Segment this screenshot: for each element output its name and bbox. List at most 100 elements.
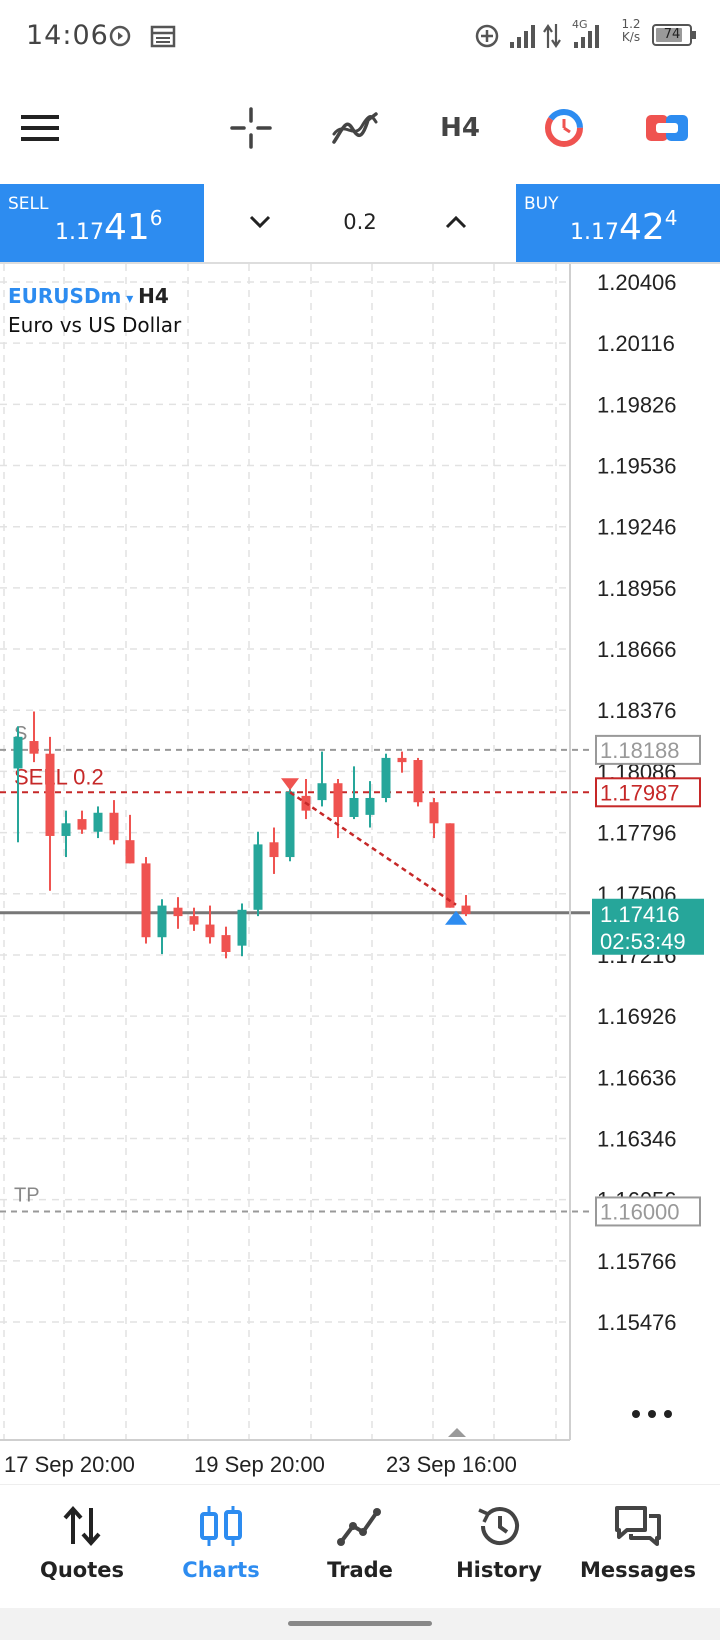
buy-price: 1.17424 [570,206,678,248]
crosshair-icon[interactable] [221,100,281,156]
symbol-name: EURUSDm [8,284,122,308]
candle-body [141,863,151,938]
y-tick-label: 1.20116 [597,331,675,356]
candle-body [349,797,359,817]
gesture-handle[interactable] [288,1621,432,1626]
y-tick-label: 1.15766 [597,1249,677,1274]
battery-icon: 74 [652,24,696,46]
x-tick-label: 23 Sep 16:00 [386,1452,517,1477]
countdown: 02:53:49 [600,929,686,954]
candle-body [13,736,23,769]
bottom-nav [0,1484,720,1609]
panel-divider [0,262,720,264]
trade-connector [289,791,457,906]
network-type: 4G [572,18,588,31]
x-tick-label: 17 Sep 20:00 [4,1452,135,1477]
candle-body [29,741,39,754]
signal-icon-2 [574,25,599,48]
nav-history[interactable]: History [439,1496,559,1596]
candle-body [285,791,295,858]
chart-symbol[interactable]: EURUSDm ▾ H4 [8,284,169,308]
hamburger-menu-icon[interactable] [10,100,70,156]
x-tick-label: 19 Sep 20:00 [194,1452,325,1477]
tp-label: TP [14,1184,40,1206]
candle-body [461,905,471,915]
y-tick-label: 1.16346 [597,1126,677,1151]
tp-badge [595,1196,701,1227]
net-speed: 1.2 K/s [621,17,641,44]
nav-label-charts: Charts [182,1558,260,1582]
y-tick-label: 1.16926 [597,1004,677,1029]
candle-body [413,760,423,803]
entry-price: 1.17987 [600,780,680,805]
nav-label-history: History [456,1558,542,1582]
nav-trade[interactable]: Trade [300,1496,420,1596]
signal-icon [510,25,535,48]
candle-body [125,840,135,864]
candle-body [317,783,327,801]
timeframe-label: H4 [440,113,480,143]
status-time: 14:06 [26,20,109,51]
tp-price: 1.16000 [600,1199,680,1224]
calendar-icon [150,25,176,48]
data-saver-icon [475,24,499,48]
more-dot [664,1410,672,1418]
nav-charts[interactable]: Charts [161,1496,281,1596]
status-bar: 14:06 4G 1.2 K/s 74 [0,0,720,72]
scroll-marker-icon [448,1428,466,1437]
candle-body [429,802,439,824]
sl-price: 1.18188 [600,738,680,763]
nav-label-trade: Trade [327,1558,393,1582]
candle-body [445,823,455,908]
symbol-timeframe: H4 [138,284,169,308]
y-tick-label: 1.17796 [597,821,677,846]
candle-body [221,935,231,952]
timeframe-selector[interactable]: H4 [430,100,490,156]
indicators-icon[interactable] [325,100,385,156]
candle-body [189,916,199,925]
nav-label-quotes: Quotes [39,1558,124,1582]
candle-body [157,905,167,938]
history-clock-icon [478,1507,519,1546]
y-tick-label: 1.16636 [597,1065,677,1090]
y-tick-label: 1.18376 [597,698,677,723]
candle-body [205,924,215,938]
candle-body [237,909,247,946]
candle-body [61,823,71,836]
chart-objects-icon[interactable] [534,100,594,156]
candle-body [381,757,391,798]
buy-label: BUY [524,194,559,214]
entry-badge [595,777,701,808]
volume-panel: 0.2 [204,184,516,262]
y-tick-label: 1.18956 [597,576,677,601]
quotes-arrows-icon [63,1505,101,1547]
volume-decrease-icon[interactable] [248,212,272,232]
candle-body [253,844,263,910]
nav-quotes[interactable]: Quotes [22,1496,142,1596]
sl-badge [595,734,701,765]
symbol-description: Euro vs US Dollar [8,313,182,337]
candle-body [109,812,119,841]
buy-button[interactable]: BUY 1.17424 [516,184,720,262]
sell-price: 1.17416 [55,206,163,248]
candle-body [77,819,87,830]
volume-increase-icon[interactable] [444,212,468,232]
sell-button[interactable]: SELL 1.17416 [0,184,204,262]
sell-label: SELL [8,194,49,214]
nav-messages[interactable]: Messages [578,1496,698,1596]
y-tick-label: 1.20406 [597,270,677,295]
more-dot [648,1410,656,1418]
volume-value[interactable]: 0.2 [343,210,377,234]
sell-arrow-icon [281,778,299,791]
candle-body [365,797,375,815]
candle-body [397,757,407,763]
candle-body [93,812,103,832]
messages-bubble-icon [615,1506,661,1546]
candles-icon [200,1506,242,1546]
y-tick-label: 1.19536 [597,454,677,479]
y-tick-label: 1.15476 [597,1310,677,1335]
close-arrow-icon [445,910,467,925]
one-click-trade-icon[interactable] [637,100,697,156]
nav-label-messages: Messages [579,1558,697,1582]
